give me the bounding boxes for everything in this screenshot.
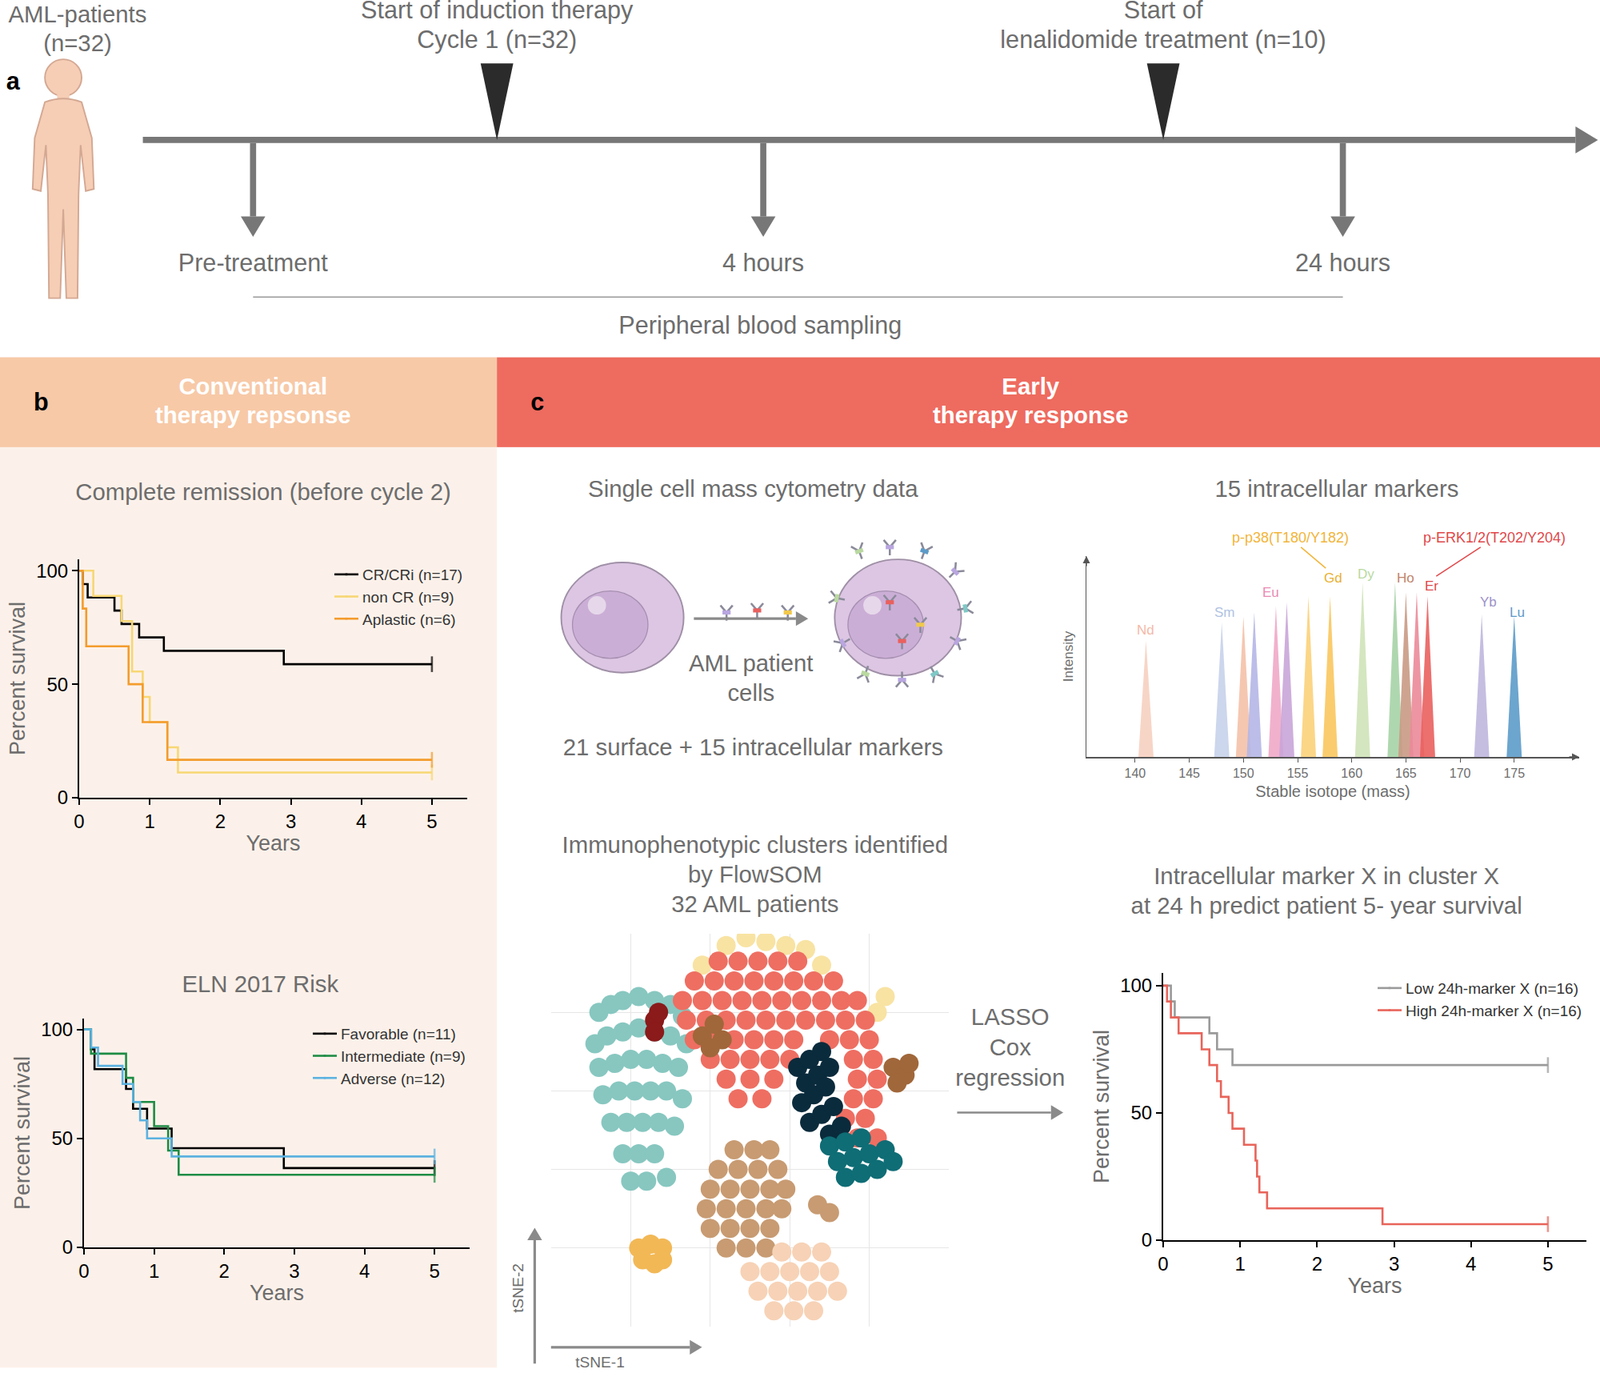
svg-text:1: 1	[1235, 1252, 1246, 1274]
svg-text:155: 155	[1287, 766, 1309, 780]
svg-text:Intermediate (n=9): Intermediate (n=9)	[340, 1048, 466, 1065]
svg-text:150: 150	[1232, 766, 1255, 780]
svg-text:by FlowSOM: by FlowSOM	[688, 860, 823, 888]
svg-text:4: 4	[358, 1260, 369, 1282]
svg-text:cells: cells	[727, 679, 775, 706]
svg-text:100: 100	[1120, 974, 1152, 996]
svg-text:1: 1	[144, 810, 156, 832]
svg-text:0: 0	[78, 1260, 89, 1282]
svg-text:Favorable (n=11): Favorable (n=11)	[340, 1025, 456, 1043]
svg-text:Er: Er	[1424, 578, 1439, 594]
svg-text:1: 1	[148, 1260, 160, 1282]
svg-text:Years: Years	[1348, 1273, 1403, 1298]
svg-text:2: 2	[218, 1260, 229, 1282]
svg-text:non CR (n=9): non CR (n=9)	[362, 588, 455, 606]
svg-text:Percent survival: Percent survival	[9, 1056, 34, 1210]
svg-text:Gd: Gd	[1324, 570, 1343, 586]
svg-text:Peripheral blood sampling: Peripheral blood sampling	[618, 311, 902, 340]
svg-text:tSNE-1: tSNE-1	[575, 1353, 625, 1371]
svg-text:p-ERK1/2(T202/Y204): p-ERK1/2(T202/Y204)	[1423, 529, 1566, 546]
svg-text:100: 100	[36, 560, 69, 582]
svg-text:0: 0	[1157, 1252, 1168, 1274]
svg-text:3: 3	[285, 810, 296, 832]
svg-text:170: 170	[1449, 766, 1472, 780]
svg-text:165: 165	[1395, 766, 1417, 780]
svg-text:5: 5	[428, 1260, 440, 1282]
svg-text:Complete remission (before cyc: Complete remission (before cycle 2)	[75, 478, 451, 505]
svg-text:Early: Early	[1001, 372, 1060, 400]
svg-text:Start of: Start of	[1124, 0, 1204, 24]
svg-text:ELN 2017 Risk: ELN 2017 Risk	[181, 970, 339, 997]
svg-text:Conventional: Conventional	[178, 372, 328, 400]
svg-text:Sm: Sm	[1214, 604, 1236, 620]
svg-text:5: 5	[1542, 1252, 1553, 1274]
svg-text:50: 50	[51, 1127, 73, 1149]
svg-text:therapy repsonse: therapy repsonse	[155, 402, 352, 429]
svg-text:LASSO: LASSO	[971, 1003, 1050, 1030]
svg-text:AML-patients: AML-patients	[8, 0, 148, 28]
svg-text:Yb: Yb	[1480, 594, 1497, 610]
svg-text:Dy: Dy	[1357, 566, 1375, 582]
svg-text:24 hours: 24 hours	[1295, 248, 1391, 276]
svg-text:Immunophenotypic clusters iden: Immunophenotypic clusters identified	[562, 831, 949, 858]
svg-text:Years: Years	[246, 831, 301, 856]
svg-text:3: 3	[288, 1260, 300, 1282]
svg-text:0: 0	[1141, 1228, 1152, 1251]
svg-text:CR/CRi (n=17): CR/CRi (n=17)	[362, 566, 463, 584]
svg-text:Cox: Cox	[989, 1033, 1032, 1060]
svg-text:Intensity: Intensity	[1061, 630, 1077, 682]
svg-text:b: b	[33, 388, 49, 416]
svg-text:regression: regression	[955, 1064, 1065, 1091]
svg-text:AML patient: AML patient	[688, 649, 813, 676]
svg-text:4: 4	[356, 810, 368, 832]
svg-text:a: a	[6, 67, 21, 95]
svg-text:4: 4	[1465, 1252, 1476, 1274]
svg-text:2: 2	[215, 810, 226, 832]
svg-text:100: 100	[40, 1018, 73, 1040]
svg-text:0: 0	[57, 786, 68, 808]
svg-text:145: 145	[1179, 766, 1201, 780]
svg-text:c: c	[530, 388, 544, 416]
svg-text:Start of induction therapy: Start of induction therapy	[360, 0, 634, 24]
svg-text:Aplastic (n=6): Aplastic (n=6)	[362, 611, 456, 628]
svg-text:3: 3	[1388, 1252, 1400, 1274]
svg-text:p-p38(T180/Y182): p-p38(T180/Y182)	[1232, 529, 1349, 546]
svg-text:Years: Years	[249, 1280, 304, 1305]
svg-text:Lu: Lu	[1509, 604, 1525, 620]
svg-text:50: 50	[47, 672, 69, 695]
svg-text:32 AML patients: 32 AML patients	[671, 890, 839, 917]
svg-text:21 surface + 15 intracellular: 21 surface + 15 intracellular markers	[563, 733, 944, 760]
svg-text:tSNE-2: tSNE-2	[509, 1263, 527, 1313]
svg-text:Stable isotope (mass): Stable isotope (mass)	[1256, 782, 1411, 800]
svg-text:175: 175	[1504, 766, 1526, 780]
svg-text:Pre-treatment: Pre-treatment	[178, 248, 329, 276]
svg-text:4 hours: 4 hours	[722, 248, 804, 276]
svg-text:0: 0	[74, 810, 85, 832]
svg-text:Low 24h-marker X (n=16): Low 24h-marker X (n=16)	[1405, 980, 1579, 997]
svg-text:Single cell mass cytometry dat: Single cell mass cytometry data	[588, 475, 919, 502]
svg-text:Eu: Eu	[1262, 584, 1280, 600]
svg-text:Percent survival: Percent survival	[5, 601, 30, 756]
svg-text:(n=32): (n=32)	[43, 29, 112, 56]
svg-text:therapy response: therapy response	[932, 402, 1129, 429]
svg-text:Nd: Nd	[1136, 622, 1155, 638]
svg-text:Intracellular marker X in clus: Intracellular marker X in cluster X	[1153, 862, 1500, 889]
svg-text:lenalidomide treatment (n=10): lenalidomide treatment (n=10)	[1000, 25, 1327, 54]
svg-text:Ho: Ho	[1396, 570, 1415, 586]
svg-text:Cycle 1 (n=32): Cycle 1 (n=32)	[416, 25, 577, 54]
svg-text:140: 140	[1124, 766, 1147, 780]
svg-text:0: 0	[61, 1236, 72, 1258]
svg-text:5: 5	[427, 810, 438, 832]
svg-text:160: 160	[1341, 766, 1364, 780]
svg-text:at 24 h predict patient 5- yea: at 24 h predict patient 5- year survival	[1131, 892, 1523, 919]
svg-text:Adverse (n=12): Adverse (n=12)	[340, 1070, 445, 1088]
svg-text:15 intracellular markers: 15 intracellular markers	[1215, 475, 1460, 502]
svg-text:High 24h-marker X (n=16): High 24h-marker X (n=16)	[1405, 1002, 1582, 1020]
svg-text:2: 2	[1312, 1252, 1323, 1274]
svg-text:50: 50	[1131, 1101, 1153, 1124]
svg-text:Percent survival: Percent survival	[1089, 1029, 1114, 1184]
